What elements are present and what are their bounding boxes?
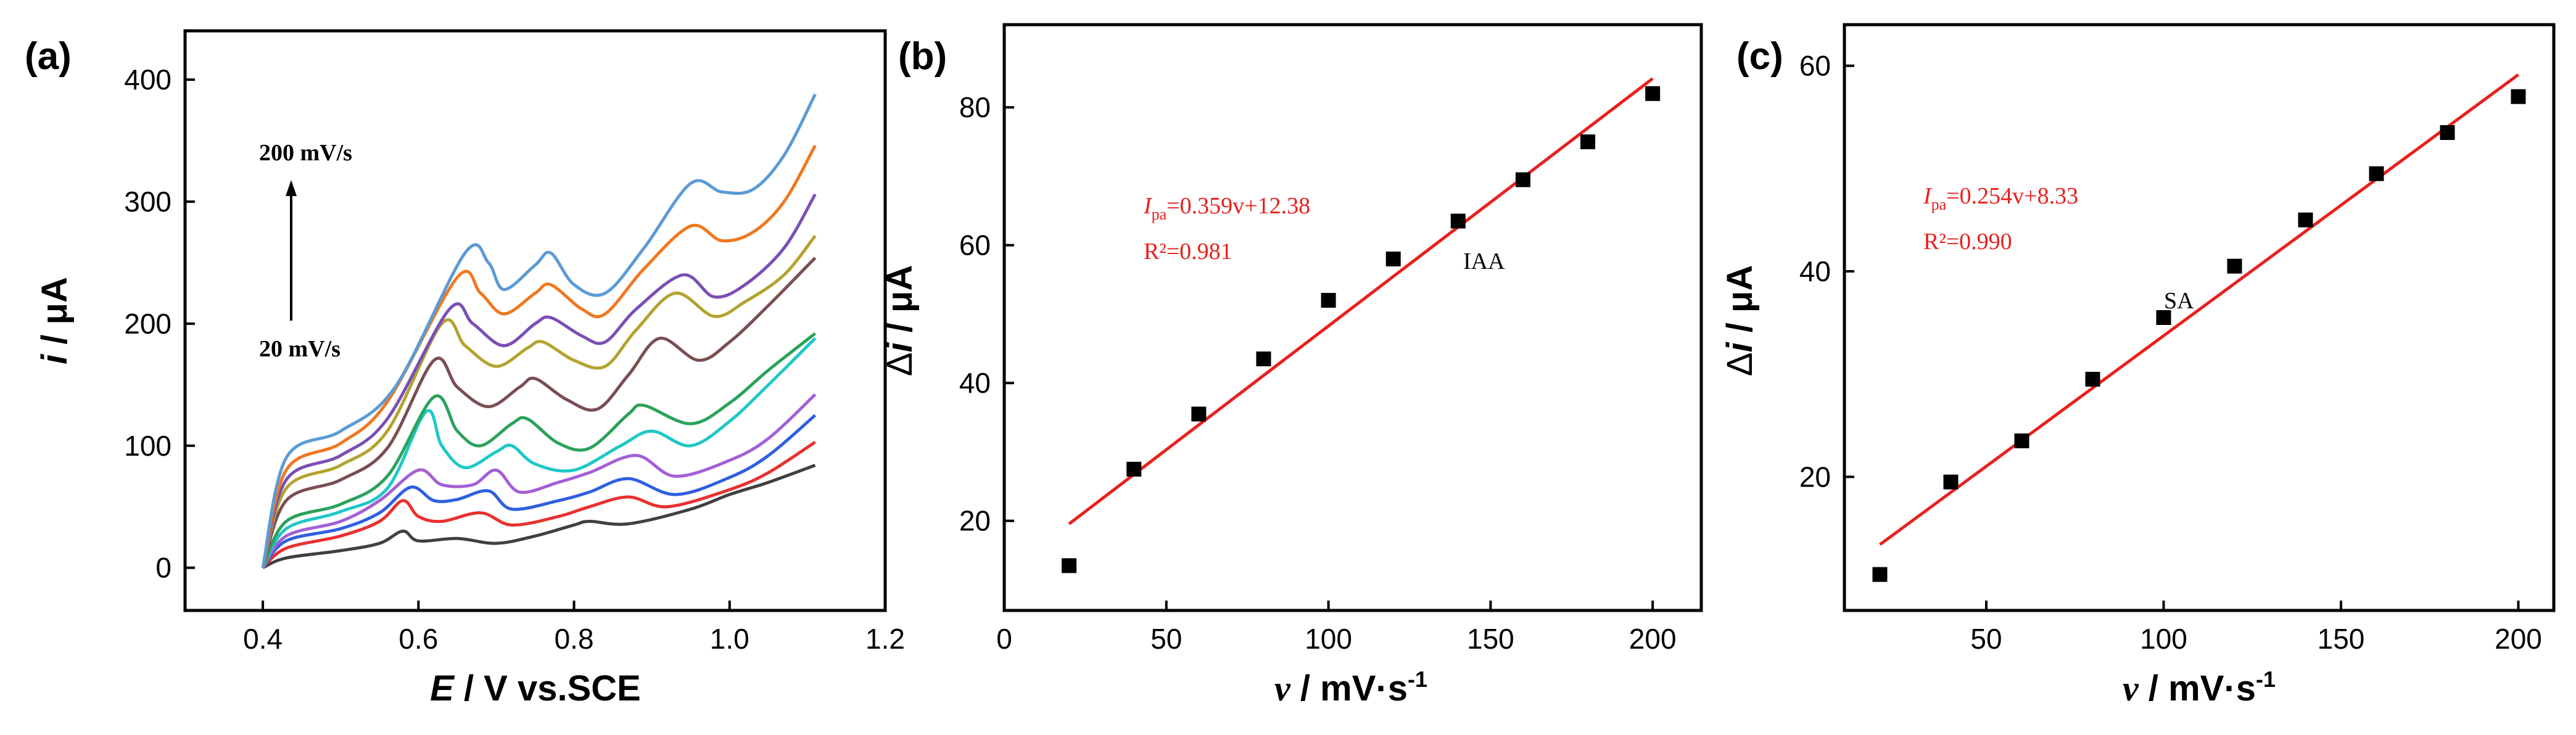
x-tick-label: 1.0	[710, 623, 749, 655]
panel-c-marks	[1872, 73, 2526, 582]
panel-b-fit-label: Ipa=0.359v+12.38	[1143, 193, 1310, 223]
panel-a-y-title: i / μA	[35, 277, 75, 364]
data-point	[2440, 125, 2455, 140]
panel-a-annotation-low: 20 mV/s	[259, 336, 341, 362]
panel-c-fit-label: Ipa=0.254v+8.33	[1923, 183, 2078, 213]
data-point	[2014, 433, 2029, 448]
y-tick-label: 20	[1799, 461, 1831, 493]
y-tick-label: 60	[1799, 50, 1831, 82]
x-tick-label: 150	[1467, 623, 1514, 655]
data-point	[1943, 474, 1959, 490]
cv-curve-5	[261, 337, 817, 569]
data-point	[1385, 252, 1401, 266]
panel-b-x-title: v / mV·s-1	[1274, 667, 1427, 708]
x-tick-label: 1.2	[865, 623, 905, 655]
data-point	[2227, 258, 2242, 274]
y-tick-label: 80	[959, 91, 991, 123]
cv-curve-2	[262, 440, 816, 569]
y-tick-label: 100	[124, 430, 171, 462]
data-point	[2511, 89, 2526, 104]
data-point	[1191, 406, 1207, 422]
data-point	[1256, 351, 1271, 367]
panel-b-r2-label: R²=0.981	[1144, 239, 1232, 265]
panel-b-label: (b)	[898, 35, 947, 78]
data-point	[1450, 213, 1466, 229]
data-point	[2298, 212, 2313, 228]
cv-curve-11	[261, 93, 817, 569]
panel-a: (a) 0.4 0.6 0.8 1.0 1.2 0 100 200 300 400 200 mV/…	[25, 29, 905, 708]
x-tick-label: 50	[1970, 623, 2002, 655]
data-point	[2156, 310, 2171, 325]
panel-b-marks	[1062, 77, 1661, 573]
data-point	[1515, 172, 1530, 187]
panel-a-arrow-head	[286, 180, 297, 196]
panel-c: (c) 50 100 150 200 20 40 60 Ipa=0.254v+8.33 R²…	[1720, 23, 2556, 708]
panel-a-label: (a)	[25, 35, 72, 78]
y-tick-label: 60	[959, 229, 991, 261]
panel-a-annotation-high: 200 mV/s	[259, 140, 352, 166]
y-tick-label: 0	[155, 552, 171, 584]
data-point	[1580, 134, 1596, 149]
fit-line	[1879, 73, 2519, 546]
panel-c-plot-frame	[1843, 23, 2556, 612]
panel-c-ticks: 50 100 150 200 20 40 60	[1799, 50, 2542, 655]
x-tick-label: 0.8	[555, 623, 594, 655]
panel-c-r2-label: R²=0.990	[1923, 229, 2012, 255]
data-point	[2085, 372, 2100, 387]
panel-a-plot-frame	[183, 29, 887, 612]
panel-b-y-title: Δi / μA	[880, 265, 920, 377]
panel-b-series-label: IAA	[1463, 248, 1505, 274]
cv-curve-9	[261, 193, 817, 569]
cv-curve-6	[261, 332, 817, 569]
cv-curve-4	[262, 393, 817, 569]
x-tick-label: 50	[1150, 623, 1182, 655]
panel-b: (b) 0 50 100 150 200 20 40 60 80 Ipa=0.359v+12.3…	[880, 23, 1703, 708]
cv-curve-8	[261, 234, 817, 569]
data-point	[2369, 166, 2384, 181]
data-point	[1321, 293, 1336, 308]
cv-curve-7	[261, 257, 817, 569]
y-tick-label: 300	[124, 186, 171, 218]
cv-curve-10	[261, 144, 817, 569]
x-tick-label: 100	[1305, 623, 1352, 655]
panel-b-plot-frame	[1002, 23, 1703, 612]
y-tick-label: 200	[124, 308, 171, 340]
y-tick-label: 40	[959, 367, 991, 399]
cv-curve-3	[262, 414, 817, 569]
data-point	[1126, 461, 1142, 477]
fit-line	[1068, 77, 1654, 525]
panel-c-y-title: Δi / μA	[1720, 265, 1760, 377]
cv-curve-1	[262, 464, 816, 570]
panel-a-x-title: E / V vs.SCE	[430, 668, 641, 708]
y-tick-label: 20	[959, 505, 991, 537]
data-point	[1062, 558, 1077, 573]
panel-a-curves	[261, 93, 817, 570]
x-tick-label: 0	[996, 623, 1012, 655]
x-tick-label: 0.4	[243, 623, 283, 655]
panel-a-ticks: 0.4 0.6 0.8 1.0 1.2 0 100 200 300 400	[124, 64, 905, 655]
panel-c-x-title: v / mV·s-1	[2123, 667, 2276, 708]
panel-c-label: (c)	[1736, 35, 1783, 78]
x-tick-label: 150	[2318, 623, 2365, 655]
x-tick-label: 200	[1629, 623, 1677, 655]
x-tick-label: 100	[2140, 623, 2187, 655]
y-tick-label: 40	[1799, 255, 1831, 287]
data-point	[1645, 86, 1661, 101]
data-point	[1872, 567, 1888, 582]
x-tick-label: 0.6	[398, 623, 438, 655]
y-tick-label: 400	[124, 64, 171, 96]
panel-c-series-label: SA	[2164, 288, 2194, 314]
panel-b-ticks: 0 50 100 150 200 20 40 60 80	[959, 91, 1677, 655]
x-tick-label: 200	[2495, 623, 2542, 655]
